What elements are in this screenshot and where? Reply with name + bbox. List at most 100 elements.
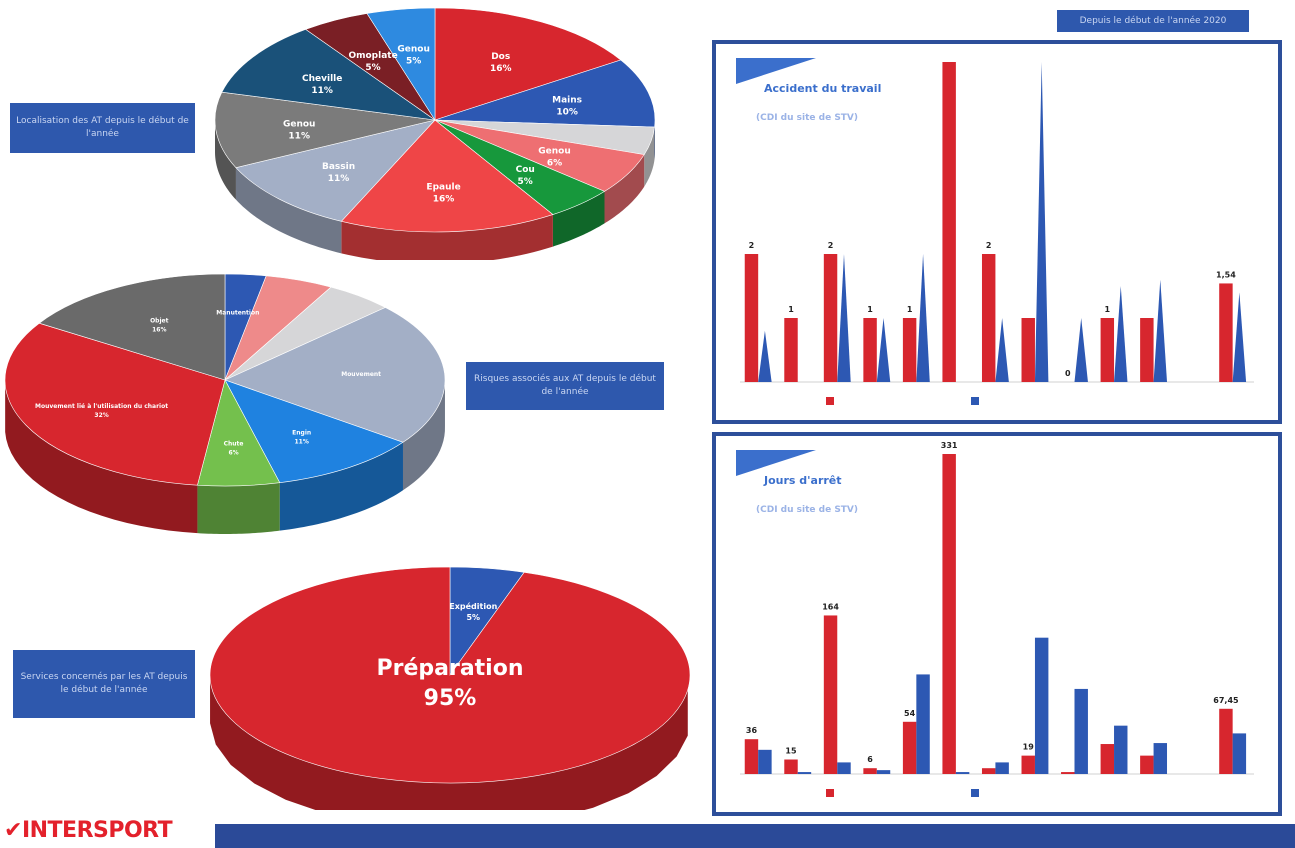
pie-side-2 (644, 127, 655, 187)
pie-slice-5 (340, 119, 554, 233)
pie-label-3: Mouvement (341, 371, 381, 378)
bar-series-0 (823, 615, 838, 774)
bar-series-0 (981, 768, 996, 774)
bar-series-0 (1140, 755, 1154, 774)
bar-series-1 (797, 772, 812, 774)
localisation-label: Localisation des AT depuis le début de l… (10, 103, 195, 153)
bar-series-1 (995, 762, 1009, 774)
bar-series-0 (981, 254, 996, 382)
pie-label-4: Cou 5% (516, 165, 535, 187)
legend-swatch-0 (826, 789, 834, 797)
bar-series-1 (1114, 725, 1128, 774)
bar-series-1 (1074, 688, 1088, 774)
pie-label-7: Genou 11% (283, 120, 316, 142)
accident-chart: Accident du travail (CDI du site de STV) 2… (736, 58, 1254, 405)
bar-series-1 (1153, 279, 1168, 382)
pie-label-5: Epaule 16% (426, 182, 460, 204)
bar-series-1 (758, 749, 772, 774)
jours-chart: Jours d'arrêt (CDI du site de STV) 36 15 164… (736, 441, 1254, 797)
bar-series-0 (823, 254, 838, 382)
bar-series-0 (902, 318, 917, 382)
pie-label-0: Expédition 5% (449, 601, 497, 622)
jours-panel: Jours d'arrêt (CDI du site de STV) 36 15 164… (712, 432, 1282, 816)
pie-label-5: Chute 6% (224, 441, 244, 457)
data-label: 54 (904, 709, 916, 718)
pie-label-9: Omoplate 5% (348, 51, 397, 73)
bar-series-1 (837, 762, 851, 774)
pie-slice-1 (209, 566, 691, 784)
bar-series-1 (995, 318, 1009, 382)
pie-side-6 (5, 383, 198, 534)
data-label: 1 (907, 305, 913, 314)
chart-subtitle: (CDI du site de STV) (756, 113, 858, 123)
bar-series-0 (902, 721, 917, 774)
chart-subtitle: (CDI du site de STV) (756, 505, 858, 515)
bar-series-0 (1219, 283, 1233, 382)
pie-side-5 (197, 482, 280, 534)
bar-series-0 (1100, 744, 1115, 774)
header-wedge (736, 58, 816, 84)
pie-side-3 (604, 154, 645, 224)
bar-series-1 (1232, 733, 1247, 774)
data-label: 1 (1105, 305, 1111, 314)
bar-series-0 (942, 62, 956, 382)
data-label: 331 (941, 441, 958, 450)
period-label: Depuis le début de l'année 2020 (1057, 10, 1249, 32)
bar-series-0 (784, 759, 798, 774)
data-label: 1 (867, 305, 873, 314)
bar-series-0 (1021, 755, 1035, 774)
pie-slice-6 (235, 119, 436, 222)
bar-series-0 (1100, 318, 1115, 382)
pie-label-1: Mains 10% (552, 96, 582, 118)
bar-series-1 (916, 674, 930, 774)
data-label: 2 (749, 241, 755, 250)
data-label: 67,45 (1213, 696, 1239, 705)
bar-series-1 (1074, 318, 1088, 382)
legend-swatch-0 (826, 397, 834, 405)
data-label: 19 (1023, 743, 1035, 752)
data-label: 36 (746, 726, 758, 735)
bar-series-1 (1232, 292, 1247, 382)
pie-slice-10 (366, 7, 436, 122)
pie-label-6: Mouvement lié à l'utilisation du chariot… (35, 403, 168, 419)
bar-series-1 (1153, 743, 1168, 774)
logo-text: INTERSPORT (21, 818, 173, 843)
data-label: 15 (785, 746, 797, 755)
pie-risques: Manutention Mouvement Engin 11% Chute 6% Mouve… (4, 273, 446, 534)
pie-slice-4 (224, 379, 404, 483)
data-label: 2 (828, 241, 834, 250)
bar-series-0 (1061, 772, 1075, 774)
pie-slice-6 (4, 322, 226, 486)
bar-series-0 (744, 739, 759, 774)
intersport-logo: ✔INTERSPORT (4, 818, 173, 843)
pie-label-0: Dos 16% (490, 52, 512, 74)
chart-title: Jours d'arrêt (763, 474, 842, 487)
pie-slice-3 (224, 307, 446, 443)
pie-label-7: Objet 16% (150, 317, 169, 333)
bar-series-1 (876, 318, 891, 382)
pie-label-0: Manutention (216, 310, 259, 317)
bar-series-0 (942, 454, 956, 774)
pie-side-7 (215, 120, 236, 200)
pie-slice-7 (38, 273, 226, 381)
bar-series-0 (1140, 318, 1154, 382)
data-label: 2 (986, 241, 992, 250)
bottom-bar (215, 824, 1295, 848)
data-label: 6 (867, 755, 873, 764)
bar-series-0 (784, 318, 798, 382)
pie-label-3: Genou 6% (538, 146, 571, 168)
pie-side-1 (210, 677, 688, 810)
bar-series-1 (876, 770, 891, 774)
pie-localisation: Dos 16% Mains 10% Genou 6%Cou 5% Epaule 16% Bassi… (214, 7, 656, 260)
legend-swatch-1 (971, 397, 979, 405)
bar-series-0 (1219, 708, 1233, 774)
chart-title: Accident du travail (764, 82, 881, 95)
pie-slice-0 (434, 7, 622, 121)
bar-series-1 (955, 772, 970, 774)
bar-series-1 (1114, 286, 1128, 382)
bar-series-1 (1034, 62, 1049, 382)
pie-slice-7 (214, 91, 436, 169)
bar-series-0 (1021, 318, 1035, 382)
bar-series-1 (916, 254, 930, 382)
header-wedge (736, 450, 816, 476)
